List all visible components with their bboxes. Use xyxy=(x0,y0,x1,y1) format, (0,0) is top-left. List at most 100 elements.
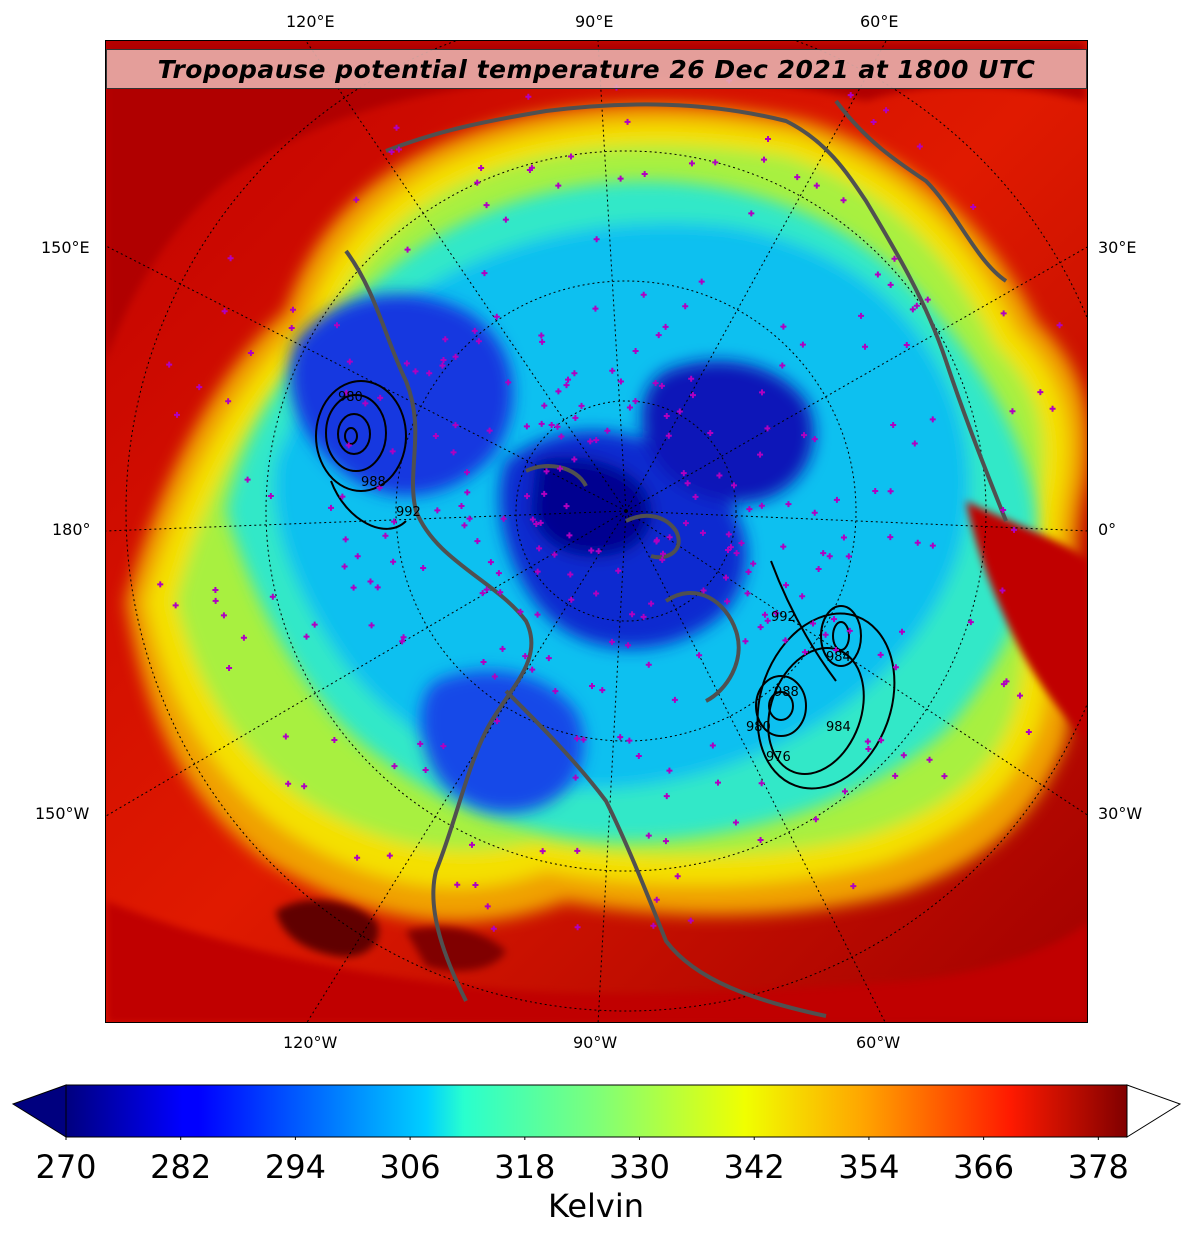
station-marker xyxy=(588,547,595,554)
station-marker xyxy=(285,780,292,787)
station-marker xyxy=(346,358,353,365)
station-marker xyxy=(714,779,721,786)
station-marker xyxy=(537,519,544,526)
station-marker xyxy=(339,493,346,500)
station-marker xyxy=(593,236,600,243)
station-marker xyxy=(742,638,749,645)
contour-label: 992 xyxy=(771,610,796,625)
station-marker xyxy=(1011,526,1018,533)
station-marker xyxy=(240,634,247,641)
station-marker xyxy=(345,442,352,449)
station-marker xyxy=(764,425,771,432)
station-marker xyxy=(810,620,817,627)
station-marker xyxy=(903,341,910,348)
station-marker xyxy=(172,602,179,609)
station-marker xyxy=(1056,322,1063,329)
station-marker xyxy=(847,92,854,99)
station-marker xyxy=(367,578,374,585)
station-marker xyxy=(574,847,581,854)
station-marker xyxy=(892,772,899,779)
station-marker xyxy=(483,202,490,209)
station-marker xyxy=(386,852,393,859)
station-marker xyxy=(696,652,703,659)
station-marker xyxy=(870,118,877,125)
station-marker xyxy=(555,182,562,189)
colorbar-tick-label: 330 xyxy=(608,1148,671,1186)
station-marker xyxy=(522,653,529,660)
station-marker xyxy=(484,903,491,910)
station-marker xyxy=(967,619,974,626)
station-marker xyxy=(999,587,1006,594)
station-marker xyxy=(765,135,772,142)
station-marker xyxy=(780,323,787,330)
station-marker xyxy=(658,382,665,389)
station-marker xyxy=(478,164,485,171)
station-marker xyxy=(452,422,459,429)
station-marker xyxy=(599,687,606,694)
station-marker xyxy=(474,179,481,186)
station-marker xyxy=(368,622,375,629)
station-marker xyxy=(212,597,219,604)
pressure-contours xyxy=(315,380,896,790)
station-marker xyxy=(495,570,502,577)
colorbar-tick-label: 282 xyxy=(150,1148,212,1186)
station-marker xyxy=(874,271,881,278)
station-marker xyxy=(666,534,673,541)
station-marker xyxy=(833,496,840,503)
station-marker xyxy=(353,196,360,203)
station-marker xyxy=(846,627,853,634)
station-marker xyxy=(941,773,948,780)
station-marker xyxy=(493,313,500,320)
station-marker xyxy=(645,661,652,668)
station-marker xyxy=(758,780,765,787)
station-marker xyxy=(653,538,660,545)
station-marker xyxy=(517,608,524,615)
colorbar-label: Kelvin xyxy=(547,1187,645,1225)
station-marker xyxy=(1016,692,1023,699)
station-marker xyxy=(452,353,459,360)
station-marker xyxy=(595,548,602,555)
lon-label-bottom-120w: 120°W xyxy=(283,1033,338,1052)
station-marker xyxy=(499,645,506,652)
station-marker xyxy=(388,148,395,155)
station-marker xyxy=(536,545,543,552)
station-marker xyxy=(877,651,884,658)
station-marker xyxy=(887,488,894,495)
station-marker xyxy=(534,568,541,575)
station-marker xyxy=(226,665,233,672)
station-marker xyxy=(609,367,616,374)
station-marker xyxy=(568,153,575,160)
station-marker xyxy=(655,332,662,339)
station-marker xyxy=(916,143,923,150)
potential-temperature-map: 980 988 992 992 984 988 984 976 980 xyxy=(106,41,1087,1022)
station-marker xyxy=(761,156,768,163)
station-marker xyxy=(757,624,764,631)
station-marker xyxy=(523,423,530,430)
station-marker xyxy=(303,633,310,640)
station-marker xyxy=(221,308,228,315)
station-marker xyxy=(574,735,581,742)
station-marker xyxy=(539,848,546,855)
lon-label-right-30e: 30°E xyxy=(1098,238,1137,257)
station-marker xyxy=(479,590,486,597)
station-marker xyxy=(571,370,578,377)
station-marker xyxy=(687,917,694,924)
station-marker xyxy=(872,488,879,495)
station-marker xyxy=(1037,389,1044,396)
station-marker xyxy=(461,522,468,529)
station-marker xyxy=(761,611,768,618)
station-marker xyxy=(716,472,723,479)
station-marker xyxy=(750,560,757,567)
station-marker xyxy=(748,210,755,217)
station-marker xyxy=(196,384,203,391)
station-marker xyxy=(393,124,400,131)
station-marker xyxy=(494,718,501,725)
station-marker xyxy=(212,586,219,593)
station-marker xyxy=(311,621,318,628)
lon-label-top-60e: 60°E xyxy=(860,12,899,31)
contour-label: 984 xyxy=(826,650,851,665)
station-marker xyxy=(554,423,561,430)
colorbar-extend-min xyxy=(11,1084,67,1138)
station-marker xyxy=(400,634,407,641)
station-marker xyxy=(328,504,335,511)
